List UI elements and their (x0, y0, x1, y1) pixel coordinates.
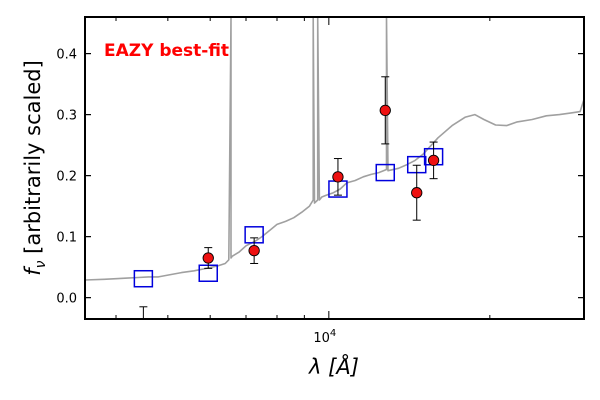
observed-point (248, 245, 260, 257)
plot-area (85, 17, 584, 319)
plot-frame (84, 16, 585, 320)
observed-point (379, 104, 391, 116)
axis-ticks: 0.0 0.1 0.2 0.3 0.4 104 (56, 17, 585, 346)
y-tick-label: 0.1 (56, 231, 77, 246)
y-tick-label: 0.3 (56, 109, 77, 124)
model-photometry-box (133, 269, 154, 288)
model-photometry-box (375, 163, 396, 182)
y-tick-label: 0.4 (56, 48, 77, 63)
observed-point (332, 171, 344, 183)
y-tick-label: 0.2 (56, 170, 77, 185)
y-tick-label: 0.0 (56, 292, 77, 307)
x-axis-title: λ [Å] (308, 353, 359, 379)
observed-point (202, 252, 214, 264)
observed-point (427, 154, 440, 167)
y-axis-title: fν [arbitrarily scaled] (21, 60, 49, 276)
template-spectrum-line (85, 17, 584, 281)
annotation-label: EAZY best-fit (104, 41, 229, 61)
observed-point (411, 187, 423, 199)
x-tick-label: 104 (313, 328, 336, 346)
